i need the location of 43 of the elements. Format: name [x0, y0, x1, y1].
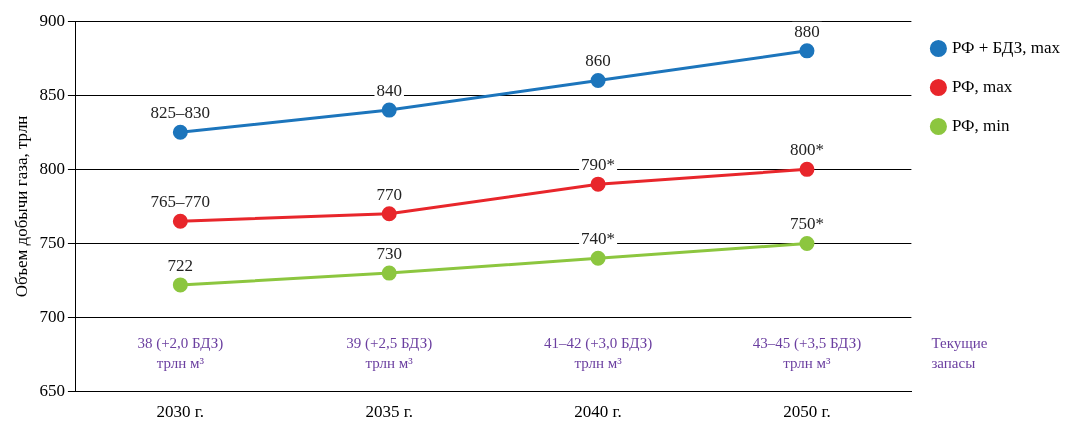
- x-tick-label: 2050 г.: [783, 402, 831, 422]
- point: [799, 161, 815, 177]
- data-label: 880: [794, 21, 820, 41]
- point: [590, 176, 606, 192]
- data-label: 790*: [581, 155, 616, 175]
- data-label: 840: [376, 81, 402, 101]
- y-tick-label: 650: [39, 381, 65, 401]
- y-tick-label: 900: [39, 10, 65, 30]
- annotation: 39 (+2,5 БДЗ) трлн м³: [346, 335, 433, 372]
- y-tick-label: 700: [39, 306, 65, 326]
- text: Текущие запасы: [931, 335, 988, 372]
- y-tick-label: 800: [39, 158, 65, 178]
- point: [172, 277, 188, 293]
- data-label: 750*: [789, 214, 824, 234]
- point: [381, 265, 397, 281]
- data-label: 800*: [789, 140, 824, 160]
- point: [590, 250, 606, 266]
- data-label: 825–830: [150, 103, 211, 123]
- x-tick-label: 2040 г.: [574, 402, 622, 422]
- legend-label: РФ, max: [951, 76, 1013, 96]
- point: [172, 213, 188, 229]
- point: [172, 124, 188, 140]
- data-label: 860: [585, 51, 611, 71]
- data-label: 765–770: [150, 192, 211, 212]
- data-label: 722: [167, 255, 194, 275]
- y-tick-label: 850: [39, 84, 65, 104]
- annotation: 43–45 (+3,5 БДЗ) трлн м³: [752, 335, 862, 372]
- data-label: 740*: [581, 229, 616, 249]
- data-label: 730: [376, 244, 402, 264]
- annotation: 41–42 (+3,0 БДЗ) трлн м³: [543, 335, 653, 372]
- x-tick-label: 2035 г.: [365, 402, 413, 422]
- annotation: 38 (+2,0 БДЗ) трлн м³: [137, 335, 224, 372]
- point: [590, 72, 606, 88]
- point: [381, 102, 397, 118]
- point: [381, 206, 397, 222]
- point: [799, 235, 815, 251]
- y-tick-label: 750: [39, 232, 65, 252]
- data-label: 770: [376, 184, 402, 204]
- point: [799, 43, 815, 59]
- y-axis-title: Объем добычи газа, трлн: [11, 115, 31, 298]
- legend-label: РФ, min: [951, 115, 1010, 135]
- legend-label: РФ + БДЗ, max: [951, 37, 1061, 57]
- x-tick-label: 2030 г.: [156, 402, 205, 422]
